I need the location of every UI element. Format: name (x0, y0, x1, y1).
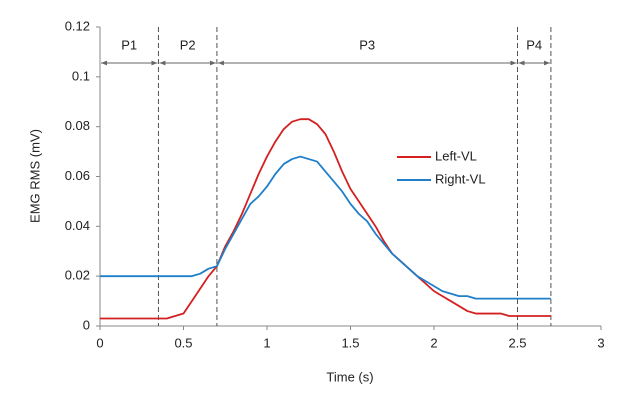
y-tick-label: 0.04 (65, 218, 90, 233)
y-axis-label: EMG RMS (mV) (27, 129, 42, 223)
series-line (100, 118, 551, 320)
x-axis-label: Time (s) (326, 369, 373, 384)
phase-label: P2 (180, 37, 196, 52)
x-tick-label: 1 (263, 335, 270, 350)
y-tick-label: 0.06 (65, 168, 90, 183)
phase-label: P4 (526, 37, 542, 52)
series-line (100, 155, 551, 300)
x-tick-label: 0 (96, 335, 103, 350)
y-tick-label: 0.1 (72, 68, 90, 83)
x-tick-label: 1.5 (341, 335, 359, 350)
y-tick-label: 0.12 (65, 18, 90, 33)
x-tick-label: 3 (597, 335, 604, 350)
phase-label: P1 (121, 37, 137, 52)
legend-label: Right-VL (435, 171, 486, 186)
legend-label: Left-VL (435, 148, 477, 163)
y-tick-label: 0 (83, 317, 90, 332)
y-tick-label: 0.02 (65, 268, 90, 283)
x-tick-label: 2 (430, 335, 437, 350)
y-tick-label: 0.08 (65, 118, 90, 133)
phase-label: P3 (359, 37, 375, 52)
x-tick-label: 2.5 (508, 335, 526, 350)
x-tick-label: 0.5 (174, 335, 192, 350)
